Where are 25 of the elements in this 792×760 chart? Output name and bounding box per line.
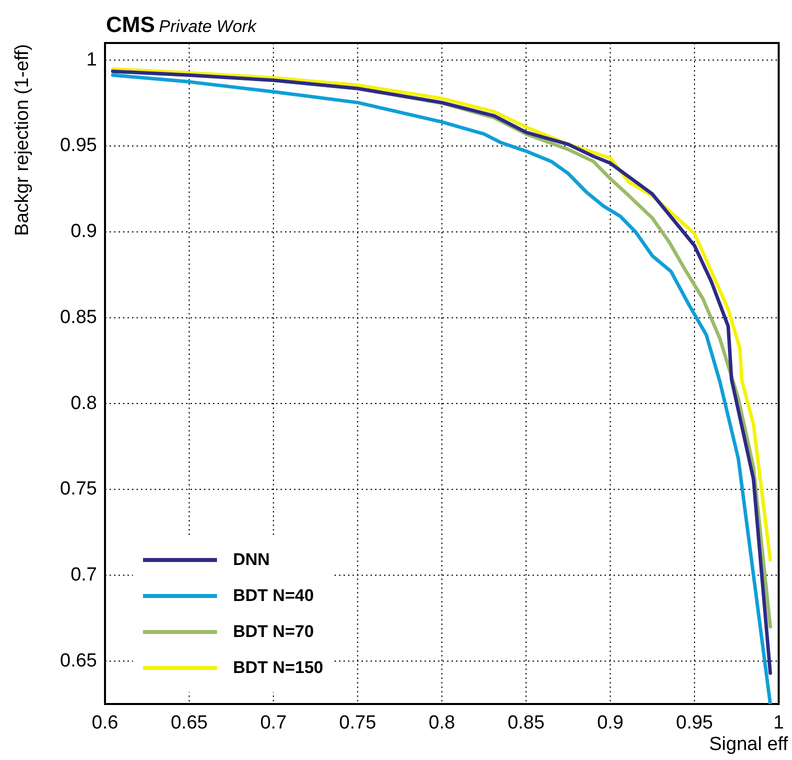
x-tick-label: 1: [773, 712, 784, 734]
x-tick-label: 0.95: [676, 712, 713, 734]
legend-label: DNN: [233, 550, 270, 570]
y-tick-label: 0.8: [70, 392, 97, 414]
x-tick-label: 0.75: [339, 712, 376, 734]
x-tick-label: 0.6: [92, 712, 118, 734]
x-tick-label: 0.65: [170, 712, 208, 734]
legend-label: BDT N=150: [233, 658, 324, 678]
legend-label: BDT N=70: [233, 622, 314, 642]
legend-label: BDT N=40: [233, 586, 314, 606]
y-tick-label: 0.95: [60, 135, 97, 156]
x-tick-label: 0.7: [260, 712, 287, 734]
x-tick-label: 0.9: [597, 712, 624, 734]
x-tick-label: 0.85: [508, 712, 545, 734]
y-tick-label: 0.9: [70, 221, 97, 242]
y-axis-title: Backgr rejection (1-eff): [12, 44, 34, 238]
x-tick-label: 0.8: [428, 712, 456, 734]
y-tick-label: 0.85: [60, 306, 97, 328]
chart-title: CMS: [106, 12, 155, 37]
y-tick-label: 1: [86, 49, 97, 70]
y-tick-label: 0.65: [60, 650, 97, 672]
x-axis-title: Signal eff: [709, 734, 788, 756]
y-tick-label: 0.7: [70, 564, 97, 586]
chart-subtitle: Private Work: [158, 17, 256, 36]
y-tick-label: 0.75: [60, 478, 97, 500]
